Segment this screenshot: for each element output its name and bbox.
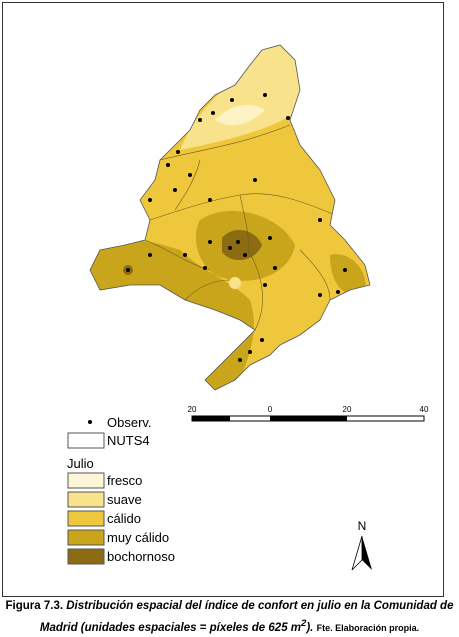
- caption-text: Distribución espacial del índice de conf…: [39, 600, 454, 634]
- scale-label: 20: [343, 405, 352, 414]
- north-arrow: N: [351, 519, 372, 571]
- scale-bar: 20 0 20 40: [188, 405, 429, 422]
- scale-label: 0: [268, 405, 273, 414]
- legend-label: muy cálido: [107, 530, 169, 545]
- muy-calido-zone: [330, 254, 366, 296]
- scale-label: 40: [420, 405, 429, 414]
- legend-label: NUTS4: [107, 433, 150, 448]
- suave-zone: [229, 277, 241, 289]
- legend: Observ. NUTS4 Julio fresco suave cálido …: [67, 415, 175, 565]
- fresco-zone: [215, 104, 265, 126]
- observation-points: [126, 93, 347, 362]
- legend-label: bochornoso: [107, 549, 175, 564]
- nuts4-boundaries: [144, 124, 336, 331]
- legend-label: suave: [107, 492, 142, 507]
- caption-superscript: 2: [301, 618, 307, 629]
- scale-label: 20: [188, 405, 197, 414]
- legend-label: cálido: [107, 511, 141, 526]
- map-figure: 20 0 20 40 Observ. NUTS4 Julio fresco su…: [2, 2, 444, 597]
- caption-text-end: ).: [306, 621, 314, 634]
- caption: Figura 7.3. Distribución espacial del ín…: [0, 598, 459, 637]
- north-label: N: [358, 519, 367, 533]
- legend-label: fresco: [107, 473, 142, 488]
- caption-source: Fte. Elaboración propia.: [316, 622, 420, 633]
- caption-label: Figura 7.3.: [5, 600, 64, 612]
- legend-title: Julio: [67, 456, 94, 471]
- suave-zone: [180, 45, 310, 150]
- legend-label: Observ.: [107, 415, 152, 430]
- bochornoso-zone: [222, 229, 262, 261]
